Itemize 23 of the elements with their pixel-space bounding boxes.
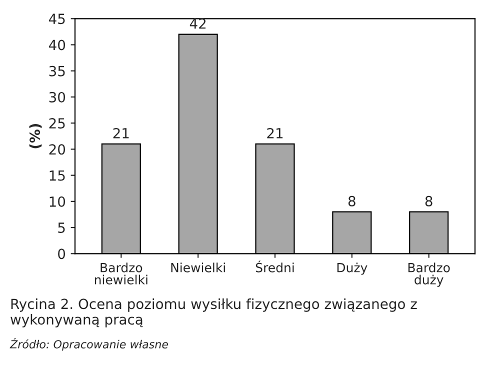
- y-tick-label: 25: [49, 118, 65, 129]
- y-tick-label: 45: [48, 14, 65, 24]
- y-tick-label: 10: [50, 196, 66, 207]
- y-tick-label: 40: [48, 40, 66, 50]
- y-tick-label: 30: [49, 92, 66, 102]
- data-label: 8: [348, 196, 356, 206]
- data-label: 21: [113, 128, 129, 138]
- y-tick-label: 20: [49, 144, 66, 155]
- x-tick-label: Niewielki: [171, 262, 225, 272]
- y-tick-label: 35: [49, 66, 65, 76]
- y-tick-label: 15: [50, 170, 65, 181]
- y-tick-label: 0: [58, 248, 66, 260]
- data-label: 21: [267, 128, 283, 138]
- data-label: 42: [190, 18, 206, 29]
- y-tick-label: 5: [58, 222, 65, 234]
- x-tick-label: Średni: [256, 260, 294, 272]
- y-axis-title: (%): [29, 124, 42, 148]
- text: Rycina 2. Ocena poziomu wysiłku fizycznego związanego z wykonywaną pracą: [10, 298, 417, 328]
- x-tick-label: Bardzo niewielki: [94, 262, 148, 284]
- data-label: 8: [425, 196, 432, 206]
- text: Źródło: Opracowanie własne: [10, 338, 168, 351]
- x-tick-label: Bardzo duży: [408, 262, 450, 287]
- x-tick-label: Duży: [337, 262, 368, 275]
